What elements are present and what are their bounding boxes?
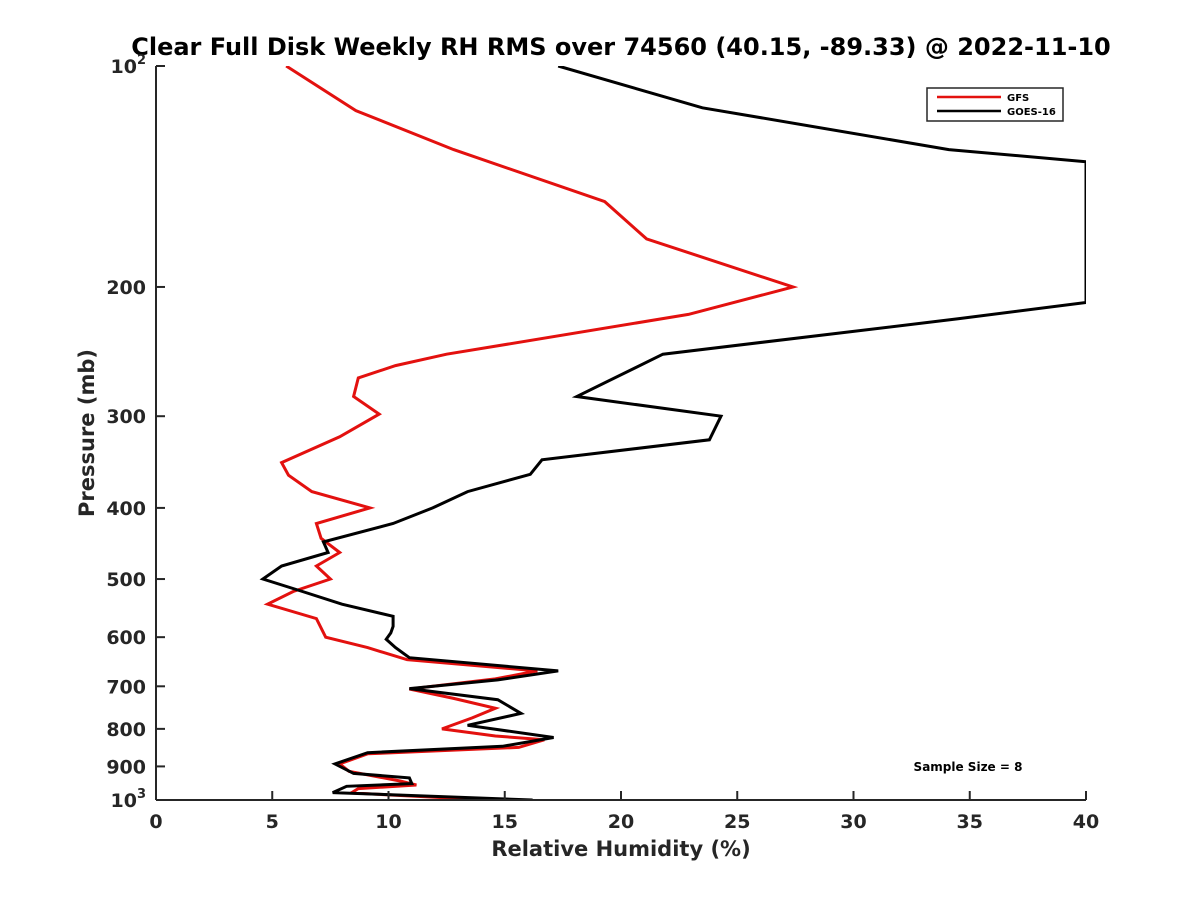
y-tick-label: 800 <box>106 719 146 741</box>
x-tick-label: 10 <box>375 811 401 833</box>
legend-label: GOES-16 <box>1007 107 1056 118</box>
y-tick-label: 600 <box>106 627 146 649</box>
legend: GFS GOES-16 <box>926 87 1064 122</box>
series-line-goes-16 <box>259 66 1086 800</box>
y-tick-label: 103 <box>111 787 147 812</box>
legend-box <box>926 87 1064 122</box>
y-tick-label: 400 <box>106 498 146 520</box>
x-tick-label: 20 <box>608 811 634 833</box>
y-tick-label: 300 <box>106 406 146 428</box>
x-tick-label: 5 <box>266 811 279 833</box>
x-tick-label: 0 <box>149 811 162 833</box>
y-tick-label: 700 <box>106 676 146 698</box>
x-tick-label: 40 <box>1073 811 1099 833</box>
y-tick-label: 102 <box>111 53 147 78</box>
sample-size-annotation: Sample Size = 8 <box>914 760 1023 774</box>
x-tick-label: 30 <box>840 811 866 833</box>
x-tick-label: 15 <box>492 811 518 833</box>
x-tick-label: 35 <box>957 811 983 833</box>
y-tick-label: 200 <box>106 277 146 299</box>
y-axis-label: Pressure (mb) <box>75 349 99 517</box>
x-tick-label: 25 <box>724 811 750 833</box>
chart-title: Clear Full Disk Weekly RH RMS over 74560… <box>131 33 1111 61</box>
x-axis-label: Relative Humidity (%) <box>491 837 750 861</box>
series-layer <box>259 66 1086 800</box>
axes: 0 5 10 15 20 25 30 35 40 102 200 300 400 500 600 700 800… <box>106 53 1099 833</box>
y-tick-label: 900 <box>106 756 146 778</box>
legend-label: GFS <box>1007 93 1029 104</box>
y-tick-label: 500 <box>106 569 146 591</box>
